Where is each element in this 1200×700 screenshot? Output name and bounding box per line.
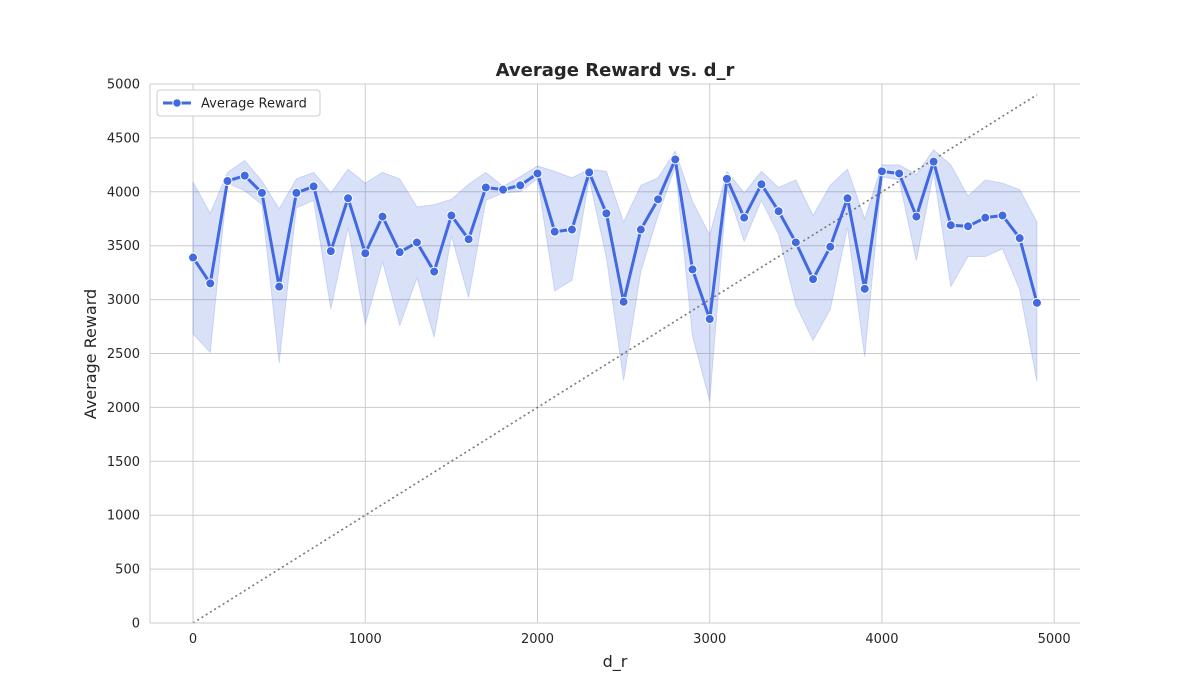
data-point <box>773 206 784 217</box>
grid <box>150 83 1080 624</box>
confidence-band <box>192 149 1038 402</box>
x-tick-label: 0 <box>189 632 197 647</box>
reference-line <box>192 94 1038 624</box>
data-point <box>928 156 939 167</box>
data-point <box>911 211 922 222</box>
data-point <box>429 266 440 277</box>
y-tick-label: 4500 <box>107 131 140 146</box>
y-tick-label: 4000 <box>107 185 140 200</box>
x-tick-label: 1000 <box>349 632 382 647</box>
data-point <box>653 194 664 205</box>
data-point <box>360 248 371 259</box>
y-tick-label: 500 <box>115 563 140 578</box>
data-point <box>601 208 612 219</box>
data-point <box>808 274 819 285</box>
y-tick-label: 3500 <box>107 239 140 254</box>
y-axis-label: Average Reward <box>81 289 100 419</box>
data-point <box>325 246 336 257</box>
data-point <box>1031 297 1042 308</box>
data-point <box>980 212 991 223</box>
data-point <box>635 224 646 235</box>
legend-point-marker <box>172 98 182 108</box>
x-tick-label: 4000 <box>865 632 898 647</box>
data-point-layer <box>188 154 1042 325</box>
data-point <box>549 226 560 237</box>
x-tick-label: 3000 <box>693 632 726 647</box>
data-point <box>859 283 870 294</box>
data-point <box>704 314 715 325</box>
y-tick-label: 3000 <box>107 293 140 308</box>
data-point <box>532 168 543 179</box>
data-point <box>756 179 767 190</box>
data-point <box>790 237 801 248</box>
data-point <box>463 234 474 245</box>
data-point <box>498 184 509 195</box>
confidence-band-layer <box>192 149 1038 402</box>
y-tick-label: 0 <box>132 617 140 632</box>
data-point <box>480 182 491 193</box>
data-point <box>721 173 732 184</box>
data-point <box>618 296 629 307</box>
data-point <box>274 281 285 292</box>
x-axis-label: d_r <box>603 652 628 672</box>
data-point <box>584 167 595 178</box>
data-point <box>1014 233 1025 244</box>
y-tick-label: 1000 <box>107 509 140 524</box>
data-point <box>963 221 974 232</box>
data-point <box>291 187 302 198</box>
data-point <box>739 212 750 223</box>
data-point <box>256 187 267 198</box>
data-point <box>997 210 1008 221</box>
data-point <box>566 224 577 235</box>
data-point <box>687 264 698 275</box>
data-point <box>377 211 388 222</box>
data-point <box>239 170 250 181</box>
y-tick-label: 5000 <box>107 78 140 93</box>
data-point <box>411 237 422 248</box>
data-point <box>222 176 233 187</box>
data-point <box>515 180 526 191</box>
y-tick-label: 2500 <box>107 347 140 362</box>
legend-box <box>156 89 321 117</box>
data-point <box>308 181 319 192</box>
data-point <box>205 278 216 289</box>
data-point <box>188 252 199 263</box>
y-tick-label: 2000 <box>107 401 140 416</box>
x-tick-label: 5000 <box>1038 632 1071 647</box>
reference-line-layer <box>192 94 1038 624</box>
data-point <box>670 154 681 165</box>
y-tick-label: 1500 <box>107 455 140 470</box>
data-point <box>825 241 836 252</box>
legend: Average Reward <box>156 89 321 117</box>
chart-title: Average Reward vs. d_r <box>496 60 735 81</box>
data-point <box>894 168 905 179</box>
axes: 0 500 1000 1500 2000 2500 3000 3500 4000 4500 5000… <box>107 78 1080 647</box>
data-point <box>446 210 457 221</box>
data-point <box>842 193 853 204</box>
legend-entry-average-reward: Average Reward <box>201 97 307 112</box>
data-point <box>945 220 956 231</box>
data-point <box>343 193 354 204</box>
data-point <box>876 166 887 177</box>
data-point <box>394 247 405 258</box>
x-tick-label: 2000 <box>521 632 554 647</box>
